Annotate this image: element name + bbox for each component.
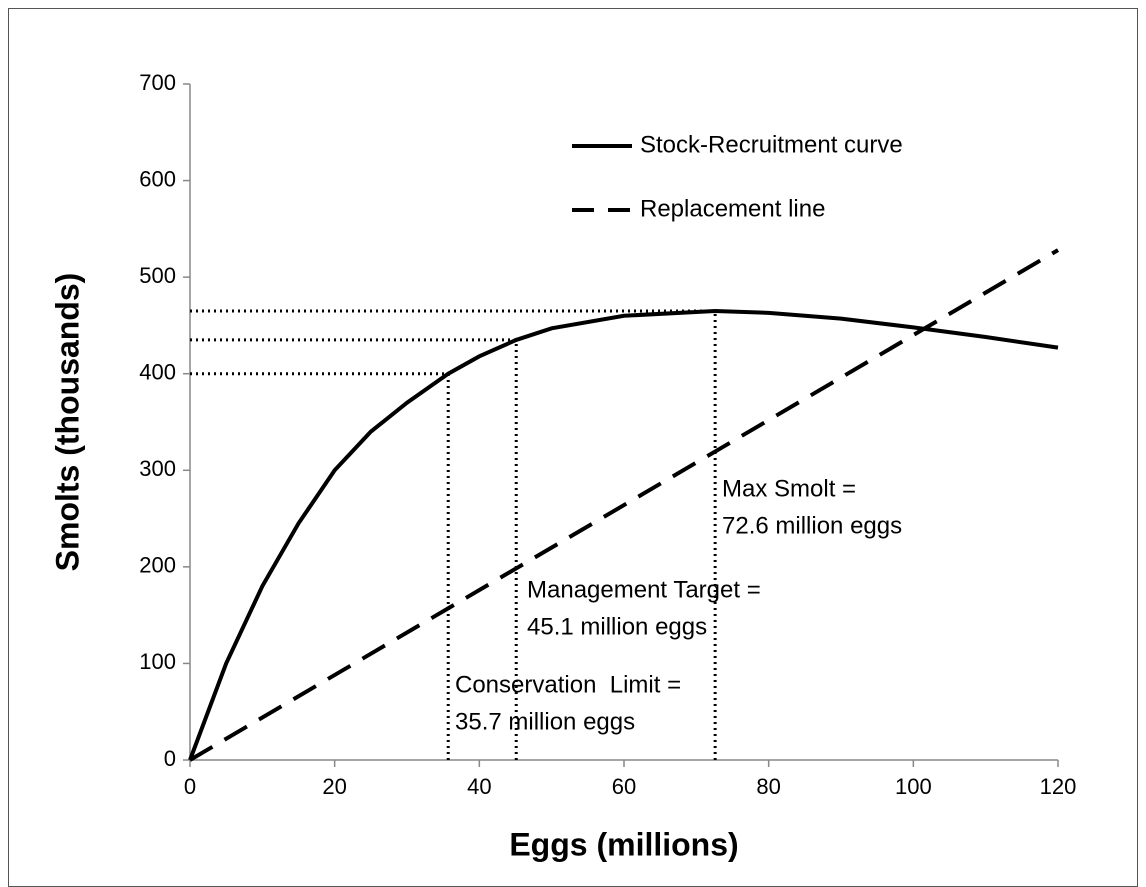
y-tick-label: 700 <box>139 70 176 95</box>
x-tick-label: 20 <box>322 774 346 799</box>
legend-label: Replacement line <box>640 195 825 222</box>
x-tick-label: 80 <box>756 774 780 799</box>
x-axis-title: Eggs (millions) <box>509 826 738 862</box>
y-tick-label: 300 <box>139 456 176 481</box>
legend-label: Stock-Recruitment curve <box>640 131 903 158</box>
frame <box>8 8 1138 887</box>
annotation: 72.6 million eggs <box>722 512 902 539</box>
annotation: 35.7 million eggs <box>455 708 635 735</box>
y-axis-title: Smolts (thousands) <box>49 273 85 572</box>
series-line <box>188 308 1059 761</box>
annotation: 45.1 million eggs <box>527 613 707 640</box>
annotation: Max Smolt = <box>722 475 856 502</box>
annotation: Management Target = <box>527 576 761 603</box>
x-tick-label: 100 <box>895 774 932 799</box>
x-tick-label: 40 <box>467 774 491 799</box>
y-tick-label: 200 <box>139 553 176 578</box>
y-tick-label: 0 <box>164 746 176 771</box>
y-tick-label: 400 <box>139 360 176 385</box>
series-line <box>188 248 1060 762</box>
y-tick-label: 600 <box>139 166 176 191</box>
x-tick-label: 0 <box>184 774 196 799</box>
y-tick-label: 100 <box>139 649 176 674</box>
annotation: Conservation Limit = <box>455 671 681 698</box>
x-tick-label: 120 <box>1040 774 1077 799</box>
y-tick-label: 500 <box>139 263 176 288</box>
x-tick-label: 60 <box>612 774 636 799</box>
